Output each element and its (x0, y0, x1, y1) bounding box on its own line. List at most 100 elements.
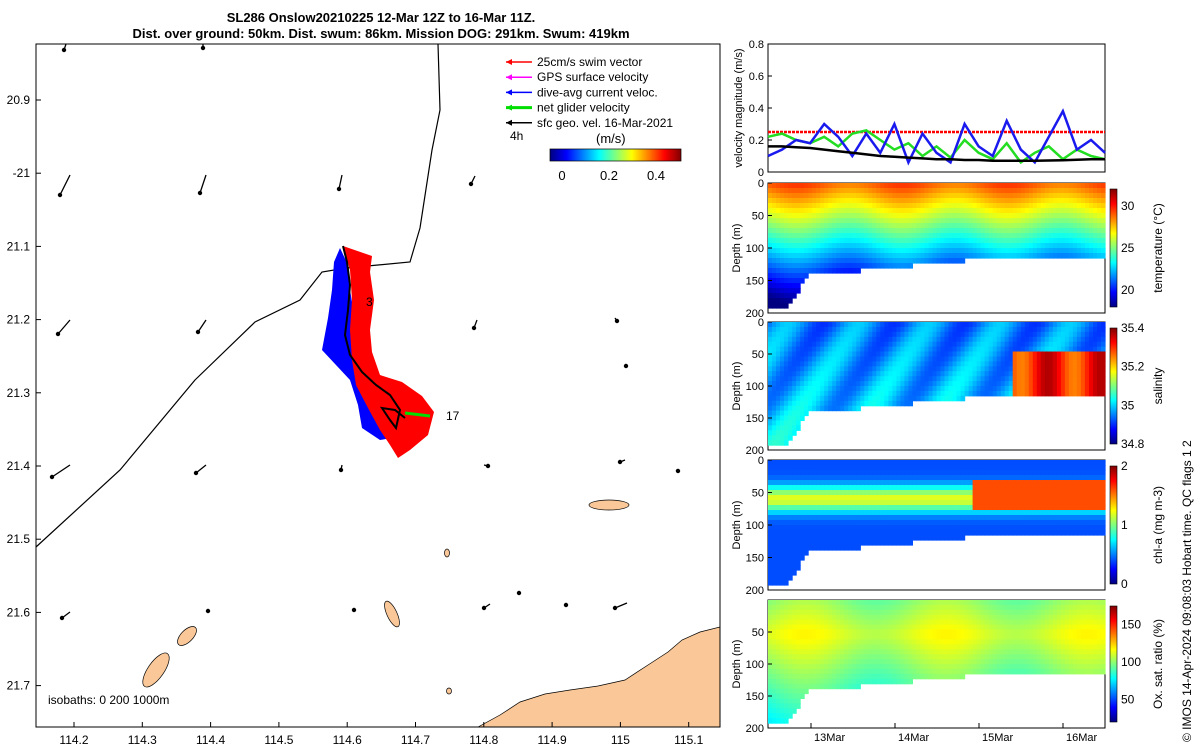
heatmap-cell (932, 490, 938, 496)
heatmap-cell (784, 371, 789, 377)
heatmap-cell (780, 490, 785, 496)
heatmap-cell (828, 485, 833, 491)
heatmap-cell (840, 322, 845, 328)
heatmap-cell (860, 490, 865, 496)
heatmap-cell (844, 510, 849, 516)
heatmap-cell (968, 336, 974, 343)
heatmap-cell (1048, 183, 1054, 189)
heatmap-cell (984, 475, 990, 481)
heatmap-cell (952, 183, 958, 189)
heatmap-cell (952, 213, 958, 219)
heatmap-cell (1076, 248, 1082, 254)
heatmap-cell (788, 540, 793, 546)
heatmap-cell (1028, 188, 1034, 194)
heatmap-cell (1101, 460, 1106, 466)
heatmap-cell (768, 683, 773, 690)
heatmap-cell (776, 629, 781, 635)
heatmap-cell (836, 228, 841, 234)
heatmap-cell (836, 480, 841, 486)
heatmap-cell (900, 540, 905, 546)
heatmap-cell (940, 366, 946, 372)
heatmap-cell (1036, 386, 1042, 392)
heatmap-cell (880, 540, 885, 546)
heatmap-cell (792, 465, 797, 471)
heatmap-cell (896, 510, 901, 516)
heatmap-cell (1076, 490, 1082, 496)
heatmap-cell (820, 400, 825, 407)
heatmap-cell (832, 644, 837, 650)
heatmap-cell (944, 475, 950, 481)
heatmap-cell (988, 238, 994, 244)
heatmap-cell (972, 336, 978, 343)
heatmap-cell (996, 530, 1002, 536)
heatmap-cell (956, 460, 962, 466)
heatmap-cell (836, 248, 841, 254)
heatmap-cell (948, 233, 954, 239)
heatmap-cell (1040, 351, 1046, 357)
heatmap-cell (1040, 228, 1046, 234)
heatmap-cell (872, 525, 877, 531)
heatmap-cell (1016, 381, 1022, 387)
heatmap-cell (848, 351, 853, 357)
heatmap-cell (936, 346, 942, 353)
heatmap-cell (788, 614, 793, 621)
heatmap-cell (920, 322, 926, 328)
heatmap-cell (892, 540, 897, 546)
heatmap-cell (992, 460, 998, 466)
heatmap-cell (780, 530, 785, 536)
heatmap-cell (840, 336, 845, 343)
heatmap-cell (768, 303, 773, 309)
heatmap-cell (776, 268, 781, 274)
heatmap-cell (1080, 198, 1086, 204)
heatmap-cell (852, 604, 857, 611)
heatmap-cell (1052, 475, 1058, 481)
heatmap-cell (1097, 470, 1102, 476)
heatmap-cell (1008, 530, 1014, 536)
heatmap-cell (1016, 218, 1022, 224)
heatmap-cell (768, 238, 773, 244)
heatmap-cell (776, 668, 781, 675)
heatmap-cell (1032, 213, 1038, 219)
heatmap-cell (888, 356, 893, 362)
heatmap-cell (864, 668, 869, 675)
heatmap-cell (1020, 341, 1026, 348)
heatmap-cell (932, 515, 938, 521)
heatmap-cell (788, 298, 793, 304)
heatmap-cell (780, 515, 785, 521)
heatmap-cell (820, 530, 825, 536)
heatmap-cell (776, 400, 781, 407)
heatmap-cell (896, 336, 901, 343)
heatmap-cell (820, 386, 825, 392)
heatmap-cell (1072, 228, 1078, 234)
heatmap-cell (892, 203, 897, 209)
heatmap-cell (1020, 371, 1026, 377)
heatmap-cell (920, 505, 926, 511)
heatmap-cell (952, 530, 958, 536)
heatmap-cell (936, 525, 942, 531)
heatmap-cell (960, 213, 966, 219)
heatmap-cell (908, 475, 913, 481)
heatmap-cell (968, 371, 974, 377)
heatmap-cell (940, 460, 946, 466)
glider-track (342, 245, 406, 431)
heatmap-cell (812, 346, 817, 353)
heatmap-cell (868, 183, 873, 189)
heatmap-cell (800, 278, 805, 284)
heatmap-cell (1032, 238, 1038, 244)
land-mainland (477, 626, 720, 727)
heatmap-cell (780, 570, 785, 576)
heatmap-cell (848, 366, 853, 372)
heatmap-cell (964, 351, 970, 357)
heatmap-cell (800, 475, 805, 481)
heatmap-cell (800, 659, 805, 665)
heatmap-cell (1060, 490, 1066, 496)
heatmap-cell (1028, 390, 1034, 397)
heatmap-cell (1016, 188, 1022, 194)
heatmap-cell (840, 673, 845, 680)
heatmap-cell (1052, 366, 1058, 372)
heatmap-cell (860, 485, 865, 491)
heatmap-cell (1028, 233, 1034, 239)
heatmap-cell (984, 505, 990, 511)
heatmap-cell (832, 233, 837, 239)
heatmap-cell (788, 351, 793, 357)
